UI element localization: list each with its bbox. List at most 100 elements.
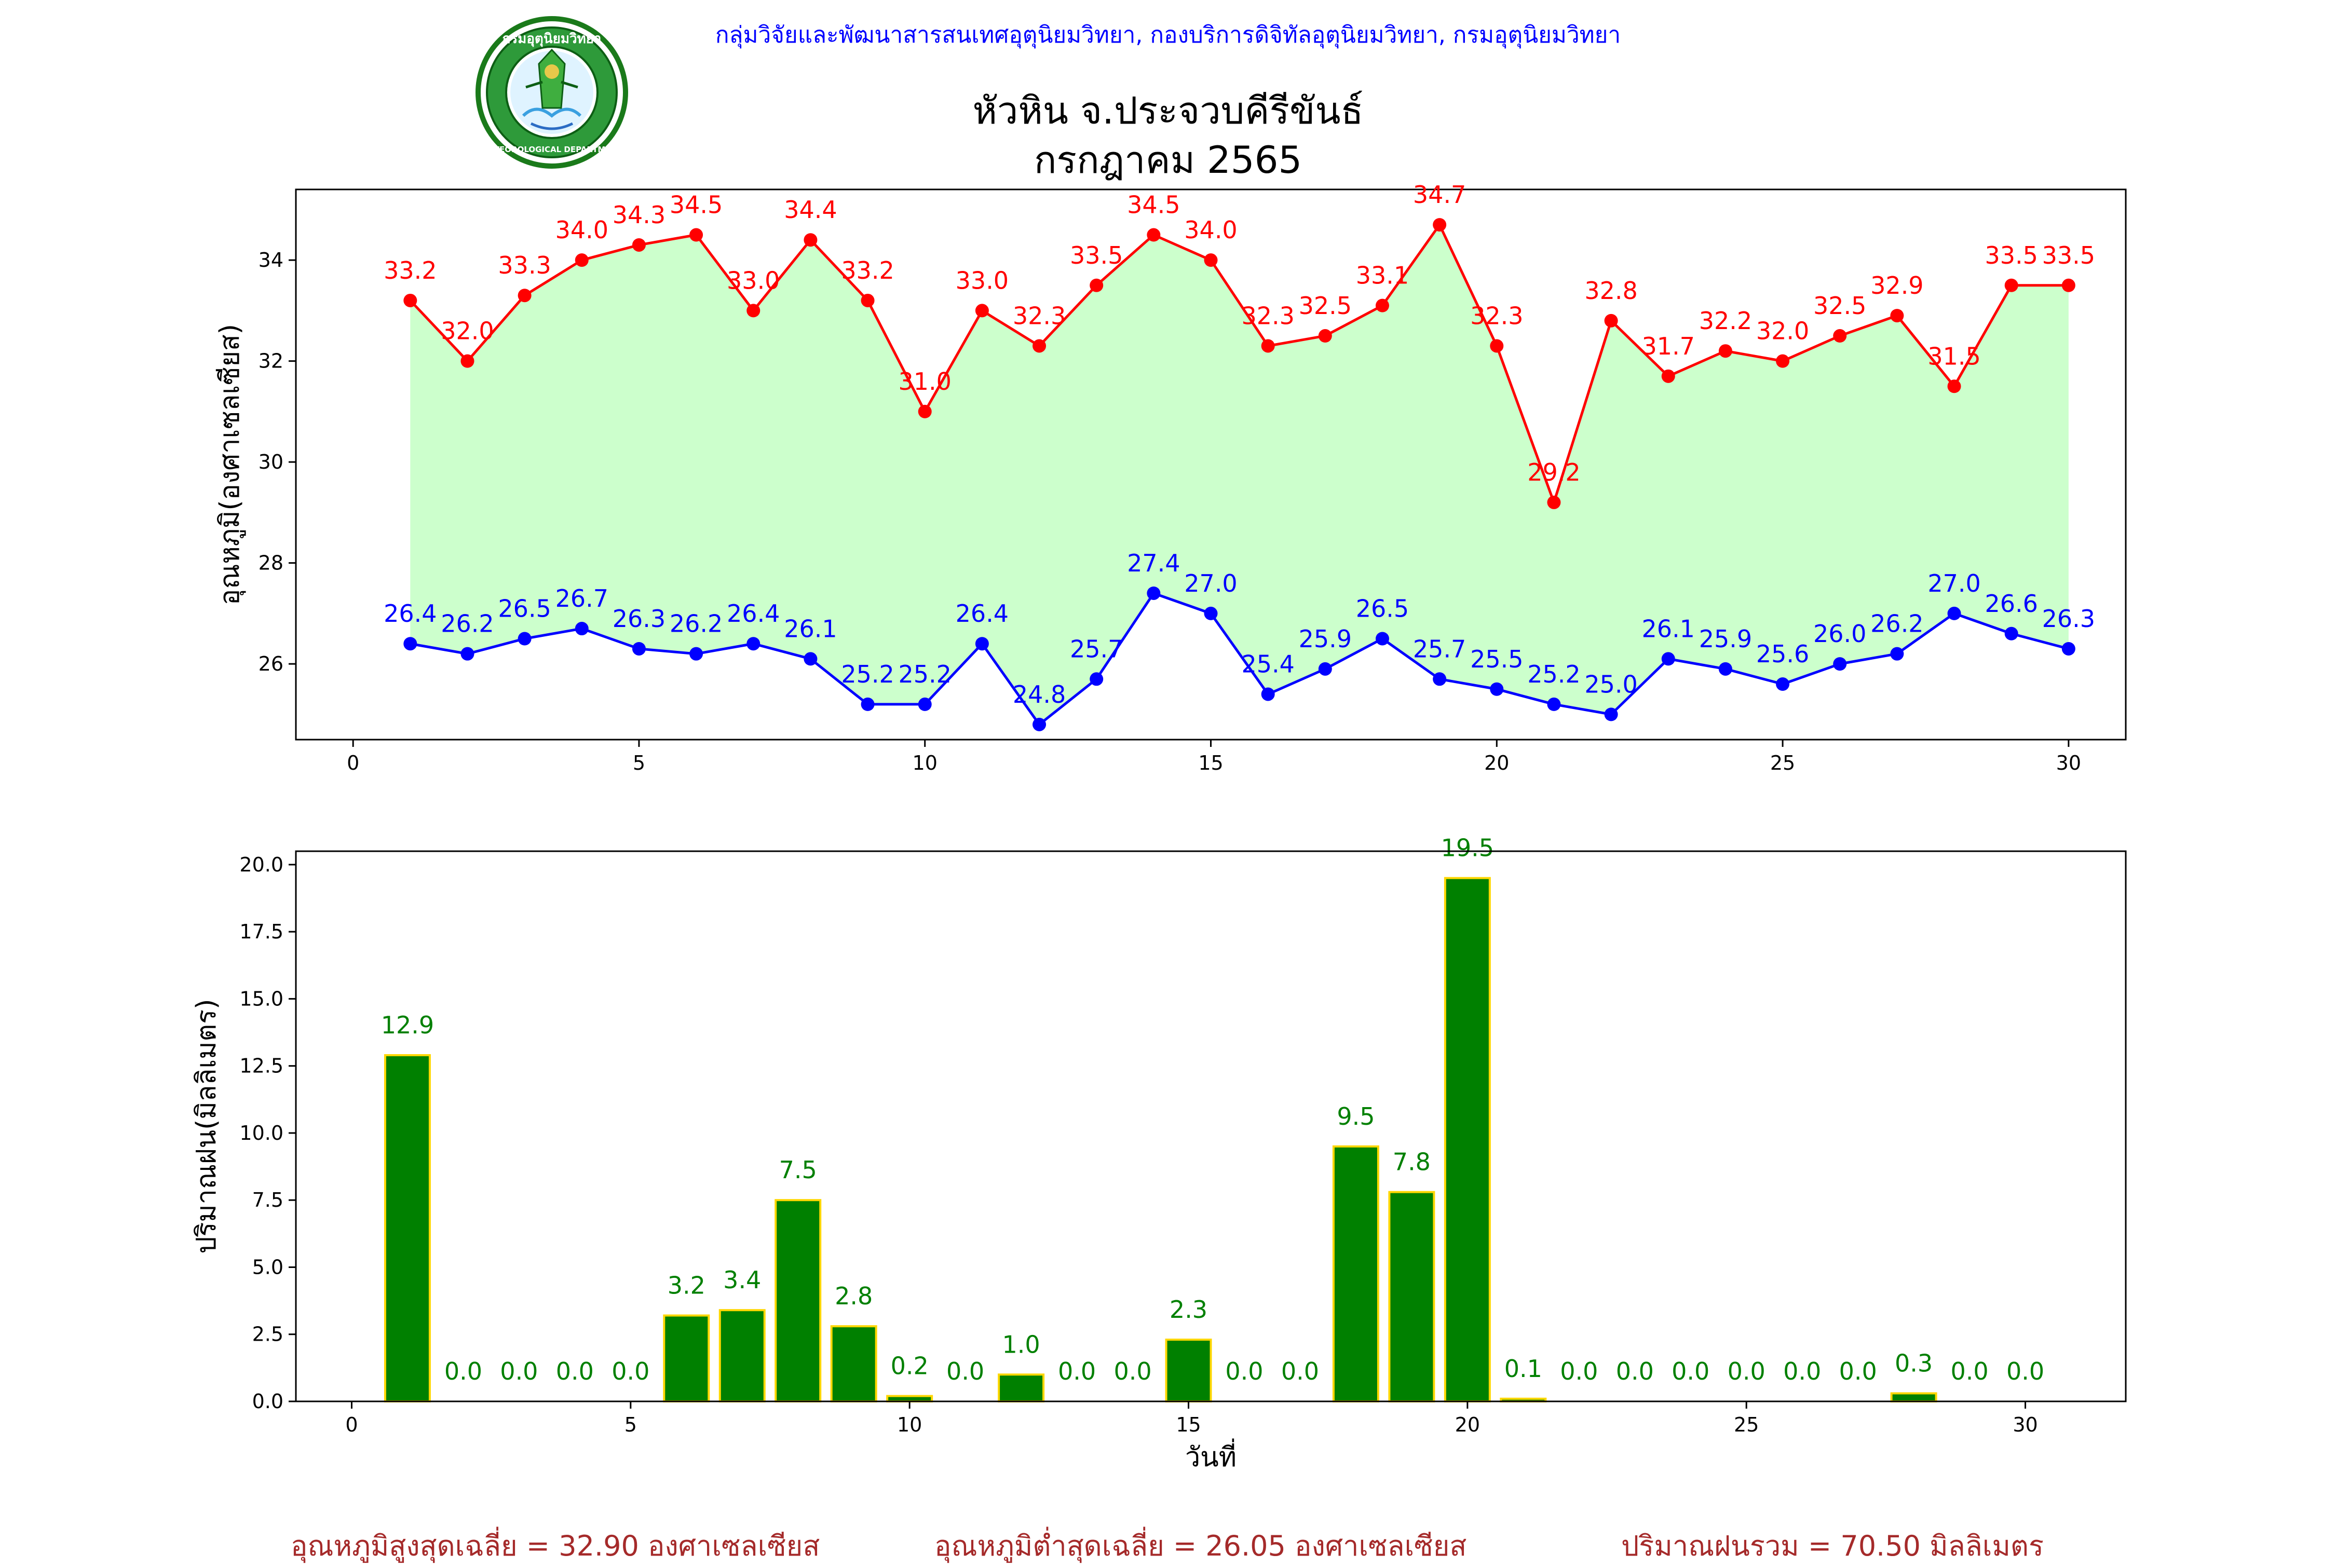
min-temp-point — [1890, 647, 1904, 661]
max-temp-data-label: 33.5 — [1070, 241, 1123, 269]
min-temp-data-label: 26.5 — [498, 595, 551, 623]
temp-x-tick-label: 20 — [1484, 752, 1509, 774]
max-temp-data-label: 33.0 — [956, 266, 1009, 294]
temperature-chart: 0 5 10 15 20 25 30 26 28 30 32 34 อุณหภูมิ(องศาเซลเซ… — [214, 181, 2127, 774]
max-temp-data-label: 33.3 — [498, 251, 551, 279]
temp-range-fill — [410, 225, 2069, 725]
footer-avg-max-temp: อุณหภูมิสูงสุดเฉลี่ย = 32.90 องศาเซลเซีย… — [291, 1530, 820, 1562]
min-temp-point — [975, 637, 989, 651]
max-temp-data-label: 32.0 — [1756, 317, 1809, 345]
max-temp-point — [632, 238, 646, 252]
rain-data-label: 0.0 — [1058, 1357, 1096, 1385]
max-temp-data-label: 34.5 — [670, 191, 723, 219]
max-temp-point — [1776, 354, 1790, 368]
max-temp-point — [1490, 339, 1504, 353]
min-temp-data-label: 26.4 — [727, 599, 780, 628]
rain-bar — [998, 1373, 1045, 1403]
rain-data-label: 0.0 — [556, 1357, 594, 1385]
max-temp-data-label: 32.3 — [1013, 302, 1066, 330]
max-temp-point — [1547, 495, 1561, 509]
max-temp-point — [1147, 228, 1161, 242]
temp-y-tick-label: 28 — [259, 552, 283, 575]
rain-x-tick-label: 0 — [345, 1413, 358, 1436]
min-temp-data-label: 26.1 — [1642, 615, 1695, 643]
footer-avg-min-temp: อุณหภูมิต่ำสุดเฉลี่ย = 26.05 องศาเซลเซีย… — [934, 1530, 1467, 1562]
rain-x-tick-label: 15 — [1176, 1413, 1201, 1436]
temp-x-tick-label: 0 — [347, 752, 359, 774]
rain-data-label: 3.2 — [668, 1272, 705, 1300]
rain-y-tick-label: 5.0 — [252, 1256, 283, 1278]
rain-data-label: 0.0 — [946, 1357, 984, 1385]
rain-x-tick-label: 25 — [1734, 1413, 1759, 1436]
min-temp-data-label: 25.2 — [1527, 660, 1580, 688]
temp-y-tick-label: 26 — [259, 652, 283, 675]
rain-data-label: 0.0 — [1783, 1357, 1821, 1385]
chart-title-station: หัวหิน จ.ประจวบคีรีขันธ์ — [972, 89, 1364, 132]
rain-data-label: 0.0 — [1281, 1357, 1319, 1385]
department-header: กลุ่มวิจัยและพัฒนาสารสนเทศอุตุนิยมวิทยา,… — [715, 22, 1621, 48]
max-temp-point — [1033, 339, 1047, 353]
max-temp-data-label: 32.8 — [1584, 277, 1637, 305]
max-temp-point — [1433, 218, 1447, 232]
max-temp-data-label: 32.2 — [1699, 307, 1752, 335]
max-temp-point — [1947, 379, 1961, 393]
min-temp-point — [1718, 662, 1732, 676]
rain-bar — [1332, 1145, 1379, 1403]
min-temp-point — [861, 697, 875, 711]
max-temp-data-label: 34.7 — [1413, 181, 1466, 209]
department-logo: กรมอุตุนิยมวิทยา METEOROLOGICAL DEPARTME… — [476, 16, 628, 169]
max-temp-data-label: 33.2 — [841, 256, 894, 284]
temp-y-tick-label: 34 — [259, 249, 283, 271]
max-temp-point — [518, 289, 532, 303]
max-temp-point — [1661, 369, 1675, 383]
max-temp-point — [1090, 278, 1104, 292]
max-temp-data-label: 29.2 — [1527, 458, 1580, 486]
max-temp-point — [861, 293, 875, 307]
min-temp-data-label: 25.9 — [1299, 625, 1352, 653]
min-temp-data-label: 26.7 — [555, 584, 608, 612]
rain-bar — [718, 1309, 766, 1402]
rain-data-label: 7.8 — [1393, 1148, 1431, 1176]
max-temp-point — [2004, 278, 2018, 292]
rain-y-tick-label: 0.0 — [252, 1390, 283, 1413]
rain-bar — [886, 1395, 933, 1402]
rain-data-label: 12.9 — [381, 1011, 434, 1039]
min-temp-point — [918, 697, 932, 711]
min-temp-data-label: 26.1 — [784, 615, 837, 643]
min-temp-data-label: 25.2 — [841, 660, 894, 688]
rain-y-tick-label: 7.5 — [252, 1189, 283, 1211]
max-temp-point — [1318, 329, 1332, 343]
min-temp-point — [460, 647, 474, 661]
max-temp-point — [1204, 253, 1218, 267]
max-temp-line — [409, 222, 2069, 507]
max-temp-data-label: 32.3 — [1241, 302, 1294, 330]
max-temp-data-label: 32.0 — [441, 317, 494, 345]
min-temp-point — [2061, 642, 2075, 656]
temp-y-tick-label: 32 — [259, 350, 283, 373]
min-temp-data-label: 25.5 — [1470, 645, 1523, 673]
max-temp-point — [2061, 278, 2075, 292]
rain-data-label: 0.0 — [1225, 1357, 1263, 1385]
rain-y-tick-label: 17.5 — [239, 920, 283, 943]
max-temp-point — [1890, 309, 1904, 323]
min-temp-data-label: 26.6 — [1985, 590, 2038, 618]
min-temp-data-label: 26.5 — [1356, 595, 1409, 623]
min-temp-data-label: 27.0 — [1184, 569, 1237, 597]
min-temp-point — [1433, 672, 1447, 686]
min-temp-data-label: 26.3 — [2042, 605, 2095, 633]
min-temp-point — [1375, 632, 1389, 646]
min-temp-data-label: 26.3 — [613, 605, 666, 633]
rain-x-axis-label: วันที่ — [1185, 1438, 1237, 1473]
logo-text-top: กรมอุตุนิยมวิทยา — [502, 31, 601, 47]
min-temp-point — [1204, 606, 1218, 620]
min-temp-point — [1147, 586, 1161, 600]
max-temp-data-label: 33.1 — [1356, 262, 1409, 290]
min-temp-point — [746, 637, 760, 651]
rain-data-label: 1.0 — [1002, 1330, 1040, 1358]
rain-data-label: 0.0 — [1951, 1357, 1989, 1385]
rain-data-label: 2.3 — [1170, 1296, 1207, 1324]
chart-title-period: กรกฎาคม 2565 — [1034, 138, 1302, 182]
max-temp-data-label: 34.4 — [784, 196, 837, 224]
rain-data-label: 0.0 — [444, 1357, 482, 1385]
min-temp-point — [1090, 672, 1104, 686]
